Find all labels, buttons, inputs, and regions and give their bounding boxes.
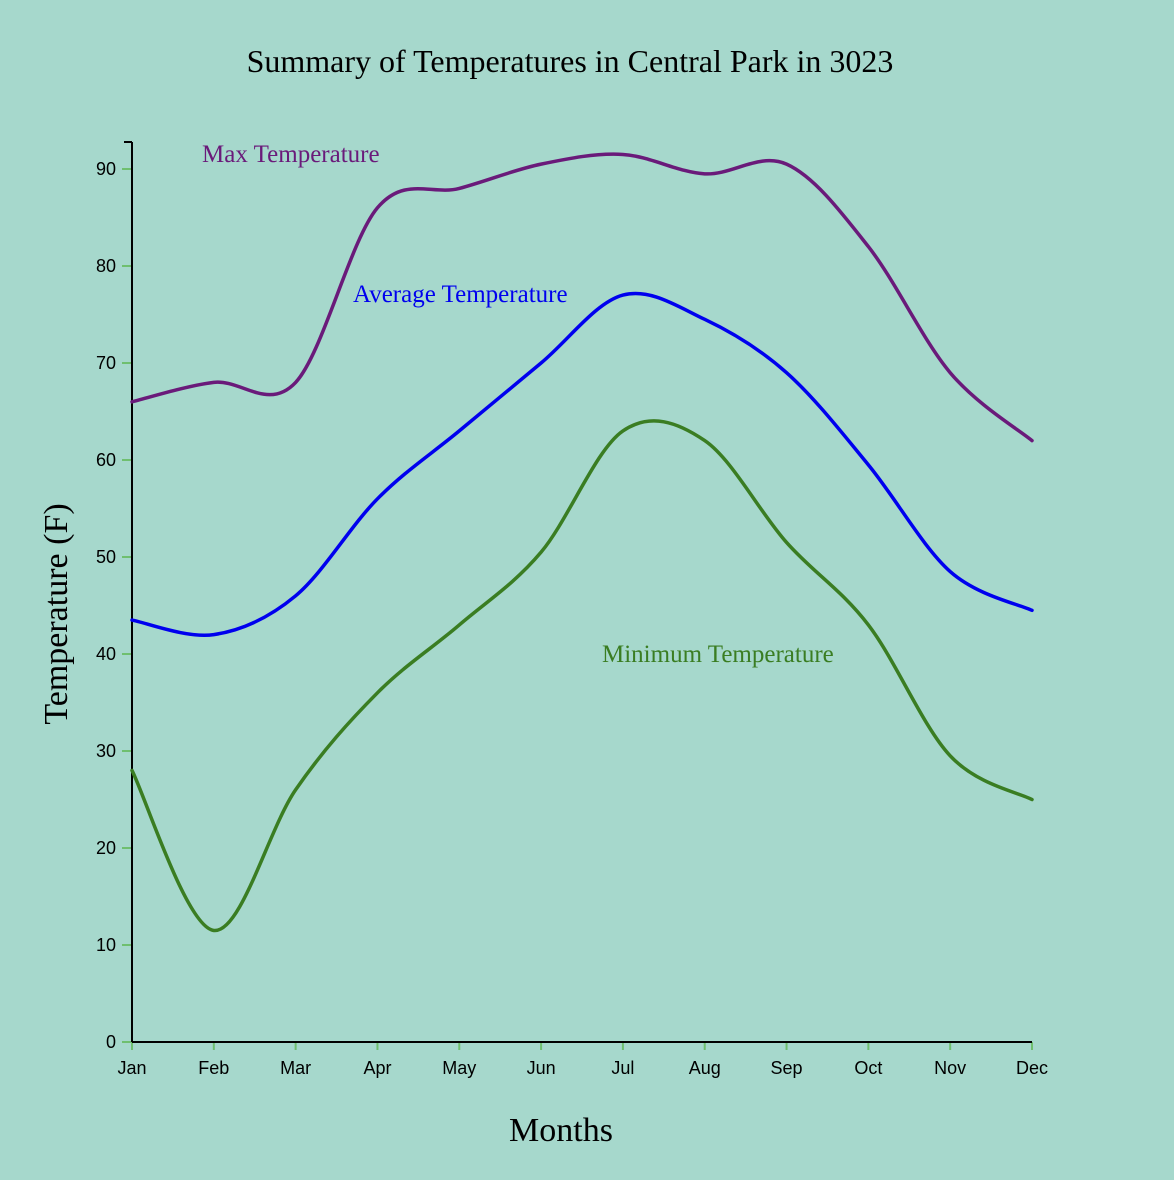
- y-tick-label: 20: [96, 838, 116, 858]
- axes: [124, 141, 1032, 1043]
- y-tick-label: 30: [96, 741, 116, 761]
- y-tick-label: 50: [96, 547, 116, 567]
- series-labels: Max Temperature Average Temperature Minimu…: [202, 141, 834, 668]
- y-tick-label: 40: [96, 644, 116, 664]
- x-axis-title: Months: [509, 1112, 613, 1149]
- x-tick-label: Oct: [854, 1058, 882, 1078]
- y-axis-title: Temperature (F): [38, 503, 75, 724]
- minimum-temperature-label: Minimum Temperature: [602, 641, 834, 668]
- minimum-temperature-line: [130, 419, 1034, 933]
- chart-title: Summary of Temperatures in Central Park …: [247, 43, 894, 79]
- x-tick-label: Dec: [1016, 1058, 1048, 1078]
- y-tick-label: 0: [106, 1032, 116, 1052]
- y-axis-ticks: 0 10 20 30 40 50 60 70 80 90: [96, 159, 132, 1052]
- x-tick-label: Sep: [771, 1058, 803, 1078]
- y-tick-label: 80: [96, 256, 116, 276]
- x-axis-ticks: Jan Feb Mar Apr May Jun Jul Aug Sep Oct Nov Dec: [117, 1042, 1048, 1078]
- average-temperature-label: Average Temperature: [353, 281, 568, 308]
- y-tick-label: 10: [96, 935, 116, 955]
- x-tick-label: Jun: [527, 1058, 556, 1078]
- y-tick-label: 90: [96, 159, 116, 179]
- series-lines: [130, 152, 1034, 933]
- x-tick-label: Apr: [363, 1058, 391, 1078]
- x-tick-label: Nov: [934, 1058, 966, 1078]
- max-temperature-label: Max Temperature: [202, 141, 380, 168]
- y-tick-label: 60: [96, 450, 116, 470]
- y-tick-label: 70: [96, 353, 116, 373]
- max-temperature-line: [130, 152, 1034, 443]
- x-tick-label: Aug: [689, 1058, 721, 1078]
- x-tick-label: Feb: [198, 1058, 229, 1078]
- average-temperature-line: [130, 291, 1034, 637]
- x-tick-label: May: [442, 1058, 476, 1078]
- x-tick-label: Jan: [117, 1058, 146, 1078]
- x-tick-label: Mar: [280, 1058, 311, 1078]
- x-tick-label: Jul: [611, 1058, 634, 1078]
